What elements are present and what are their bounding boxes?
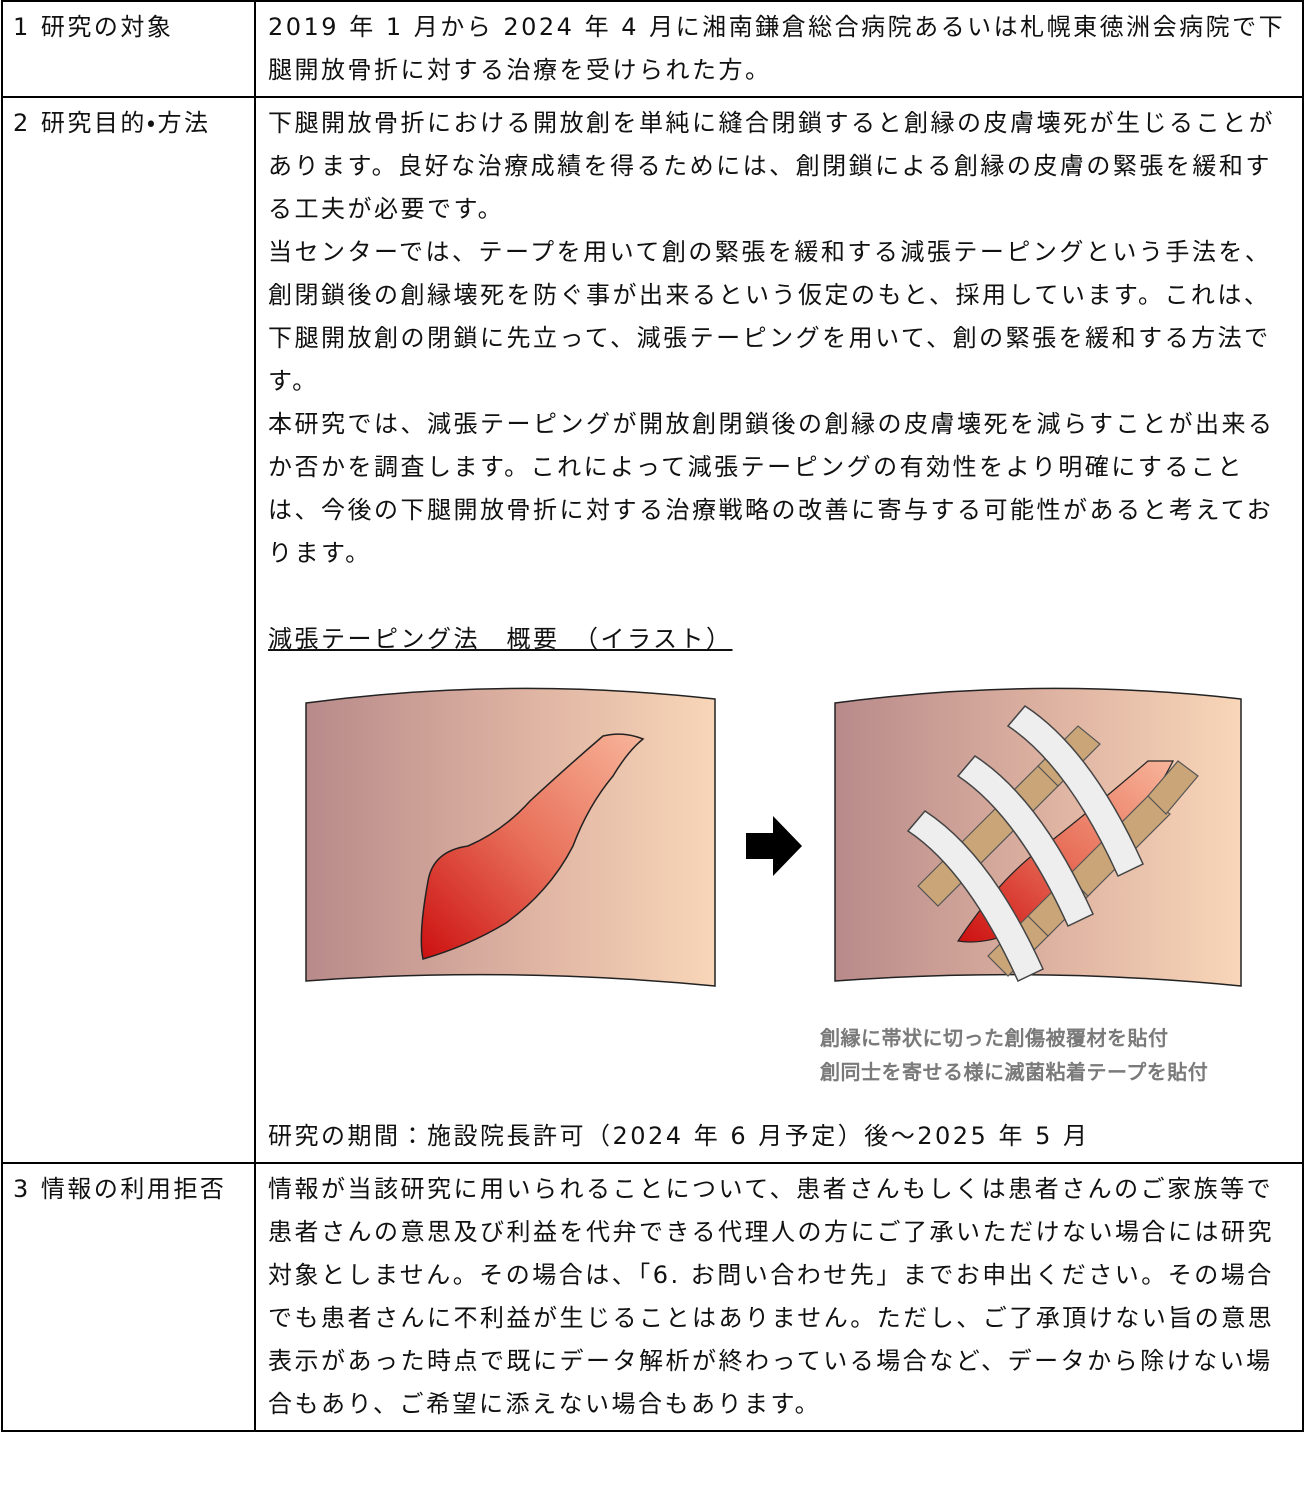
paragraph: 当センターでは、テープを用いて創の緊張を緩和する減張テーピングという手法を、創閉… <box>268 238 1272 395</box>
paragraph: 情報が当該研究に用いられることについて、患者さんもしくは患者さんのご家族等で患者… <box>268 1175 1275 1418</box>
illustration <box>305 687 1242 987</box>
info-table: 1 研究の対象 2019 年 1 月から 2024 年 4 月に湘南鎌倉総合病院… <box>1 0 1304 1432</box>
paragraph: 2019 年 1 月から 2024 年 4 月に湘南鎌倉総合病院あるいは札幌東徳… <box>268 13 1286 84</box>
paragraph: 本研究では、減張テーピングが開放創閉鎖後の創縁の皮膚壊死を減らすことが出来るか否… <box>268 410 1275 567</box>
caption-line: 創縁に帯状に切った創傷被覆材を貼付 <box>820 1026 1169 1050</box>
row-label: 1 研究の対象 <box>1 0 256 98</box>
arrow <box>746 816 802 876</box>
row-label: 2 研究目的・方法 <box>1 96 256 1164</box>
row-label: 3 情報の利用拒否 <box>1 1162 256 1432</box>
row: 1 研究の対象 2019 年 1 月から 2024 年 4 月に湘南鎌倉総合病院… <box>1 0 1304 98</box>
before <box>305 687 716 987</box>
figure-caption: 創縁に帯状に切った創傷被覆材を貼付 創同士を寄せる様に滅菌粘着テープを貼付 <box>820 1021 1294 1089</box>
paragraph: 下腿開放骨折における開放創を単純に縫合閉鎖すると創縁の皮膚壊死が生じることがあり… <box>268 109 1275 223</box>
row: 2 研究目的・方法 下腿開放骨折における開放創を単純に縫合閉鎖すると創縁の皮膚壊… <box>1 96 1304 1164</box>
caption-line: 創同士を寄せる様に滅菌粘着テープを貼付 <box>820 1060 1209 1084</box>
row-body: 下腿開放骨折における開放創を単純に縫合閉鎖すると創縁の皮膚壊死が生じることがあり… <box>254 96 1304 1164</box>
row: 3 情報の利用拒否 情報が当該研究に用いられることについて、患者さんもしくは患者… <box>1 1162 1304 1432</box>
row-body: 情報が当該研究に用いられることについて、患者さんもしくは患者さんのご家族等で患者… <box>254 1162 1304 1432</box>
spacer <box>268 575 1294 618</box>
after <box>834 687 1242 987</box>
figure-title: 減張テーピング法 概要 （イラスト） <box>268 625 733 653</box>
row-body: 2019 年 1 月から 2024 年 4 月に湘南鎌倉総合病院あるいは札幌東徳… <box>254 0 1304 98</box>
study-period: 研究の期間：施設院長許可（2024 年 6 月予定）後～2025 年 5 月 <box>268 1122 1090 1150</box>
